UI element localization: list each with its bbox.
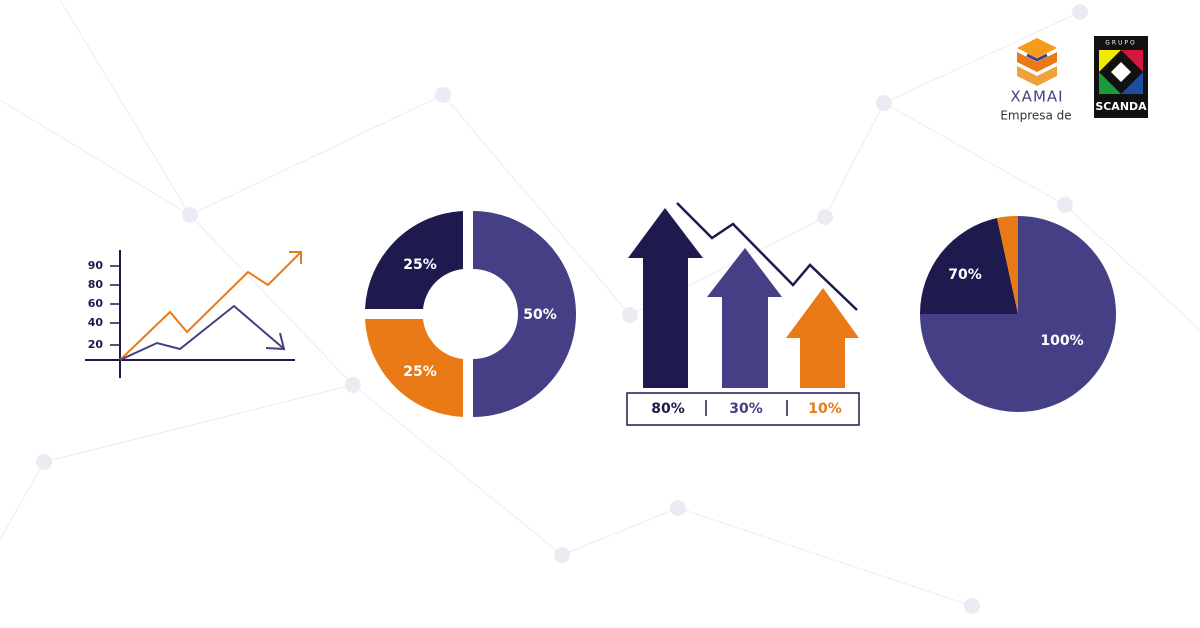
arrowhead	[265, 332, 286, 351]
donut-segment	[365, 211, 463, 309]
arrow	[628, 208, 703, 388]
tick-label: 90	[88, 259, 104, 272]
scanda-top: GRUPO	[1105, 40, 1137, 47]
donut-segment	[365, 319, 463, 417]
donut-segment	[473, 211, 576, 417]
arrow	[786, 288, 859, 388]
donut-label: 25%	[403, 257, 437, 273]
scanda-name: SCANDA	[1095, 100, 1147, 113]
tick-label: 80	[88, 278, 104, 291]
arrow-label: 10%	[808, 401, 842, 417]
arrow-label: 30%	[729, 401, 763, 417]
tick-label: 40	[88, 316, 104, 329]
scanda-logo: GRUPO SCANDA	[1094, 36, 1148, 118]
pie-label: 70%	[948, 267, 982, 283]
arrow-label: 80%	[651, 401, 685, 417]
trend-line	[676, 202, 858, 311]
pie-label: 100%	[1040, 333, 1083, 349]
label-box	[626, 392, 860, 426]
purple-line	[119, 304, 284, 361]
brand-tagline: Empresa de	[1000, 109, 1071, 123]
pie-illustration: 70% 100%	[919, 215, 1116, 412]
donut-illustration: 25% 25% 50%	[365, 211, 576, 417]
arrowhead	[289, 251, 302, 264]
brand-name: XAMAI	[1010, 88, 1063, 106]
tick-label: 20	[88, 338, 104, 351]
orange-line	[119, 252, 301, 361]
pie-slice	[919, 218, 1018, 314]
network-background	[0, 0, 1200, 614]
pie-slice	[997, 215, 1018, 314]
donut-label: 50%	[523, 307, 557, 323]
tick-label: 60	[88, 297, 104, 310]
xamai-logo: XAMAI Empresa de	[1000, 38, 1072, 123]
donut-label: 25%	[403, 364, 437, 380]
line-illustration: 90 80 60 40 20	[85, 250, 302, 378]
arrow	[707, 248, 782, 388]
arrows-illustration: 80% 30% 10%	[626, 202, 860, 426]
